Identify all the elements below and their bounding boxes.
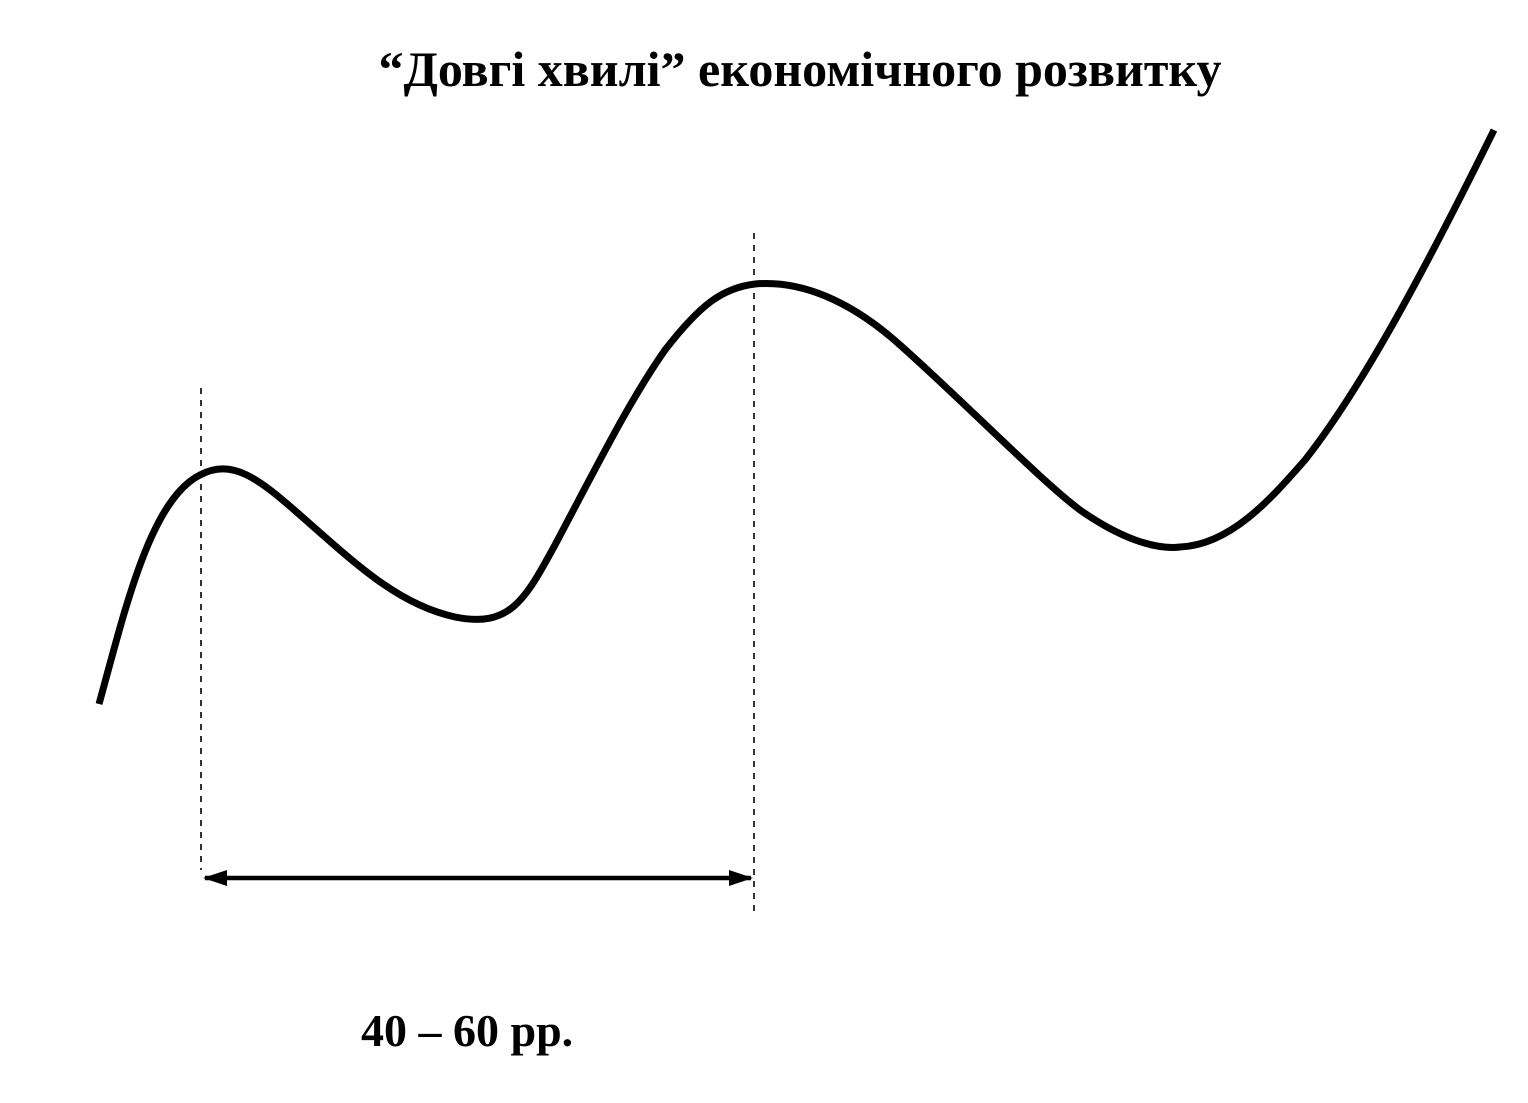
wave-curve bbox=[95, 128, 1498, 705]
diagram-title: “Довгі хвилі” економічного розвитку bbox=[378, 41, 1222, 97]
period-label: 40 – 60 рр. bbox=[361, 1005, 574, 1056]
